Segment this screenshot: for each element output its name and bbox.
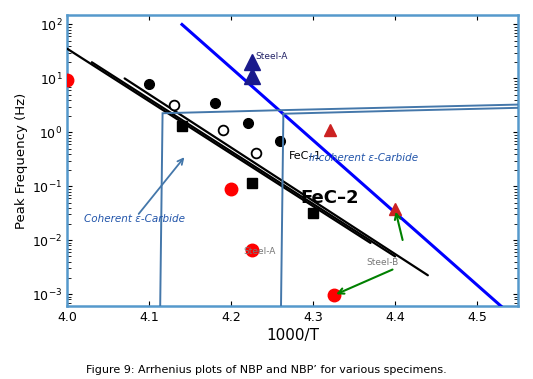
Text: Incoherent ε-Carbide: Incoherent ε-Carbide [309,153,418,163]
X-axis label: 1000/T: 1000/T [266,328,319,343]
Text: Coherent ε-Carbide: Coherent ε-Carbide [84,214,184,224]
Text: Figure 9: Arrhenius plots of NBP and NBP’ for various specimens.: Figure 9: Arrhenius plots of NBP and NBP… [86,365,447,375]
Text: Steel-A: Steel-A [244,247,276,256]
Y-axis label: Peak Frequency (Hz): Peak Frequency (Hz) [15,92,28,229]
Text: FeC–2: FeC–2 [301,188,359,207]
Text: Steel-A: Steel-A [256,52,288,61]
Text: Steel-B: Steel-B [366,258,399,267]
Text: FeC–1: FeC–1 [288,151,321,161]
